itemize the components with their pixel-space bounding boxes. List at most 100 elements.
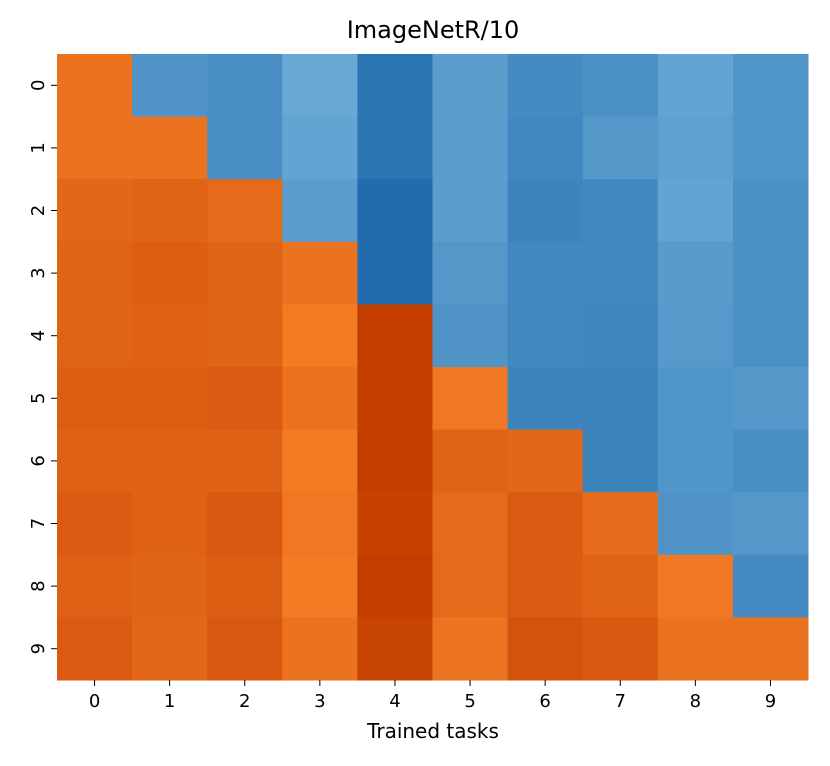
heatmap-cell — [207, 54, 283, 118]
heatmap-cell — [657, 367, 734, 431]
heatmap-cell — [207, 179, 283, 243]
heatmap-cell — [357, 116, 433, 180]
heatmap-cell — [582, 304, 659, 368]
heatmap-cell — [57, 429, 133, 493]
heatmap-cell — [282, 492, 358, 556]
heatmap-cell — [57, 554, 133, 618]
heatmap-cell — [132, 241, 208, 305]
heatmap-cell — [207, 241, 283, 305]
heatmap-cell — [282, 116, 358, 180]
heatmap-cell — [207, 367, 283, 431]
heatmap-cell — [582, 241, 659, 305]
heatmap-cell — [57, 617, 133, 681]
heatmap-cell — [657, 617, 734, 681]
heatmap-cell — [507, 617, 584, 681]
heatmap-cell — [357, 241, 433, 305]
heatmap-cell — [57, 54, 133, 118]
heatmap-cell — [57, 304, 133, 368]
heatmap-cell — [357, 304, 433, 368]
heatmap-cell — [582, 617, 659, 681]
y-tick-label: 3 — [28, 267, 49, 278]
heatmap-cell — [132, 116, 208, 180]
heatmap-cell — [582, 116, 659, 180]
heatmap-cell — [657, 116, 734, 180]
heatmap-cell — [432, 429, 509, 493]
heatmap-cell — [582, 367, 659, 431]
heatmap-cell — [582, 492, 659, 556]
heatmap-cell — [57, 116, 133, 180]
heatmap-cell — [657, 492, 734, 556]
heatmap-cell — [282, 54, 358, 118]
heatmap-cell — [132, 617, 208, 681]
heatmap-cell — [732, 179, 809, 243]
x-tick-label: 2 — [239, 691, 250, 712]
heatmap-cell — [357, 179, 433, 243]
x-tick-label: 1 — [164, 691, 175, 712]
heatmap-cell — [132, 429, 208, 493]
heatmap-cell — [357, 617, 433, 681]
heatmap-cell — [507, 367, 584, 431]
heatmap-cell — [657, 179, 734, 243]
heatmap-cell — [657, 554, 734, 618]
heatmap-cell — [357, 554, 433, 618]
heatmap-cell — [432, 116, 509, 180]
heatmap-cell — [657, 241, 734, 305]
y-tick-label: 5 — [28, 393, 49, 404]
y-tick-label: 2 — [28, 205, 49, 216]
heatmap-cell — [732, 617, 809, 681]
heatmap-cell — [432, 554, 509, 618]
y-tick-label: 4 — [28, 330, 49, 341]
heatmap-cell — [732, 54, 809, 118]
heatmap-cell — [282, 429, 358, 493]
heatmap-cell — [507, 179, 584, 243]
heatmap-cells — [57, 54, 809, 681]
x-tick-label: 4 — [389, 691, 400, 712]
heatmap-cell — [207, 116, 283, 180]
y-axis-ticks: 0 1 2 3 4 5 6 7 8 9 — [28, 80, 57, 654]
heatmap-cell — [282, 179, 358, 243]
heatmap-cell — [732, 241, 809, 305]
heatmap-cell — [582, 429, 659, 493]
heatmap-cell — [207, 492, 283, 556]
heatmap-cell — [282, 304, 358, 368]
y-tick-label: 9 — [28, 643, 49, 654]
heatmap-cell — [432, 179, 509, 243]
heatmap-cell — [507, 54, 584, 118]
x-tick-label: 9 — [765, 691, 776, 712]
heatmap-cell — [657, 54, 734, 118]
heatmap-cell — [657, 304, 734, 368]
y-tick-label: 0 — [28, 80, 49, 91]
x-tick-label: 3 — [314, 691, 325, 712]
heatmap-cell — [732, 367, 809, 431]
heatmap-cell — [282, 554, 358, 618]
x-axis-label: Trained tasks — [366, 719, 499, 743]
heatmap-cell — [582, 554, 659, 618]
heatmap-cell — [57, 367, 133, 431]
heatmap-cell — [507, 429, 584, 493]
heatmap-cell — [357, 367, 433, 431]
heatmap-cell — [432, 617, 509, 681]
heatmap-cell — [207, 304, 283, 368]
heatmap-cell — [57, 241, 133, 305]
x-tick-label: 6 — [539, 691, 550, 712]
heatmap-cell — [732, 116, 809, 180]
heatmap-cell — [207, 429, 283, 493]
heatmap-cell — [732, 492, 809, 556]
heatmap-cell — [507, 116, 584, 180]
heatmap-cell — [432, 54, 509, 118]
x-tick-label: 7 — [615, 691, 626, 712]
heatmap-cell — [582, 179, 659, 243]
heatmap-cell — [507, 492, 584, 556]
heatmap-cell — [732, 304, 809, 368]
heatmap-cell — [732, 429, 809, 493]
y-tick-label: 8 — [28, 580, 49, 591]
heatmap-cell — [57, 179, 133, 243]
heatmap-cell — [132, 54, 208, 118]
heatmap-cell — [207, 617, 283, 681]
heatmap-cell — [132, 367, 208, 431]
heatmap-cell — [507, 554, 584, 618]
y-tick-label: 1 — [28, 142, 49, 153]
y-tick-label: 7 — [28, 518, 49, 529]
heatmap-cell — [207, 554, 283, 618]
